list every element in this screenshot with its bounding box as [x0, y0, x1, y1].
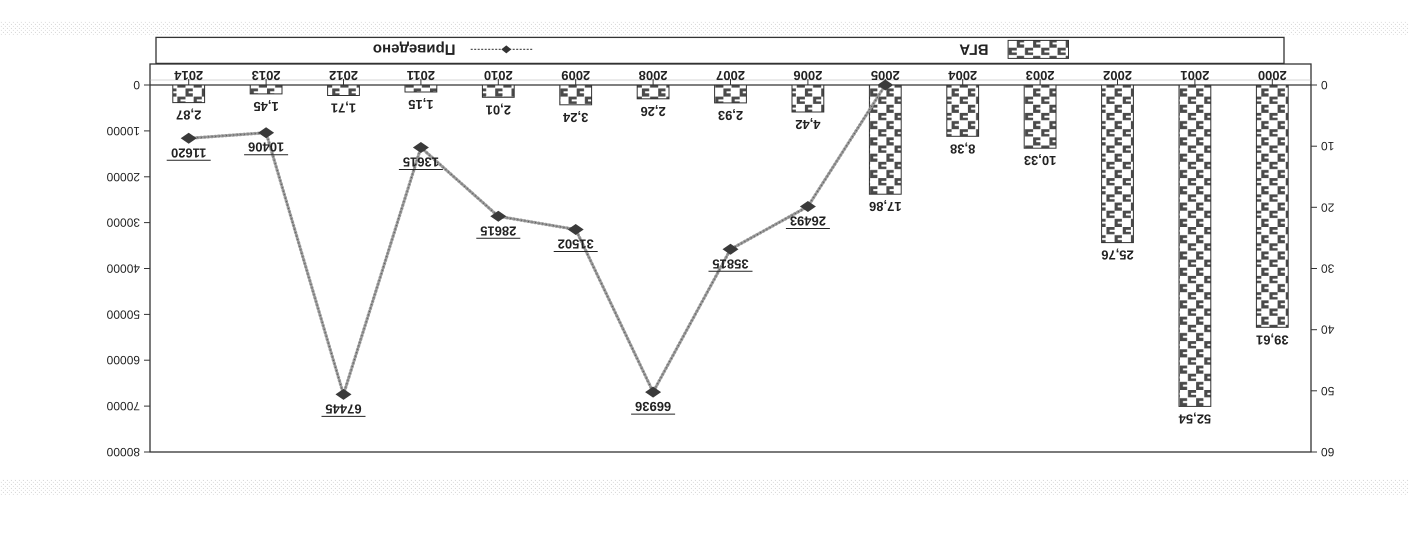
svg-text:66936: 66936	[635, 399, 671, 414]
svg-text:10000: 10000	[106, 124, 140, 138]
svg-text:2001: 2001	[1180, 68, 1209, 83]
svg-text:2,93: 2,93	[718, 108, 743, 123]
svg-text:2007: 2007	[716, 68, 745, 83]
svg-text:60000: 60000	[106, 353, 140, 367]
svg-text:2,26: 2,26	[640, 104, 665, 119]
svg-text:0: 0	[1321, 78, 1328, 92]
svg-text:20: 20	[1321, 200, 1335, 214]
svg-text:31502: 31502	[558, 237, 594, 252]
svg-text:10: 10	[1321, 139, 1335, 153]
svg-text:2009: 2009	[561, 68, 590, 83]
svg-text:2,87: 2,87	[176, 108, 201, 123]
svg-text:2000: 2000	[1258, 68, 1287, 83]
svg-text:2011: 2011	[407, 68, 435, 83]
svg-text:28615: 28615	[480, 223, 516, 238]
svg-text:2002: 2002	[1103, 68, 1132, 83]
svg-text:11620: 11620	[171, 145, 206, 160]
svg-text:ВГА: ВГА	[959, 40, 988, 57]
svg-text:50: 50	[1321, 384, 1335, 398]
svg-text:4,42: 4,42	[795, 117, 820, 132]
svg-text:2012: 2012	[329, 68, 358, 83]
svg-text:2003: 2003	[1026, 68, 1055, 83]
svg-text:52,54: 52,54	[1178, 411, 1211, 426]
svg-text:39,61: 39,61	[1256, 332, 1289, 347]
svg-text:10,33: 10,33	[1024, 153, 1057, 168]
svg-text:26493: 26493	[790, 214, 826, 229]
svg-text:40000: 40000	[106, 262, 140, 276]
svg-text:40: 40	[1321, 323, 1335, 337]
svg-text:70000: 70000	[106, 399, 140, 413]
svg-text:3,24: 3,24	[562, 110, 588, 125]
svg-text:2,01: 2,01	[486, 102, 511, 117]
svg-text:20000: 20000	[106, 170, 140, 184]
svg-text:60: 60	[1321, 445, 1335, 459]
svg-text:13615: 13615	[403, 155, 439, 170]
svg-text:0: 0	[133, 78, 140, 92]
svg-text:25,76: 25,76	[1101, 248, 1134, 263]
svg-text:80000: 80000	[106, 445, 140, 459]
svg-text:50000: 50000	[106, 307, 140, 321]
svg-text:2008: 2008	[639, 68, 668, 83]
svg-text:1,71: 1,71	[331, 101, 356, 116]
svg-text:1,45: 1,45	[253, 99, 278, 114]
svg-text:2013: 2013	[252, 68, 281, 83]
svg-text:Приведено: Приведено	[373, 40, 456, 57]
svg-text:10406: 10406	[248, 140, 284, 155]
svg-text:2010: 2010	[484, 68, 513, 83]
svg-text:35815: 35815	[712, 256, 748, 271]
svg-text:30: 30	[1321, 262, 1335, 276]
svg-text:30000: 30000	[106, 216, 140, 230]
svg-text:17,86: 17,86	[869, 199, 902, 214]
svg-text:8,38: 8,38	[950, 141, 975, 156]
svg-text:2006: 2006	[793, 68, 822, 83]
svg-text:67445: 67445	[325, 401, 361, 416]
svg-text:2014: 2014	[173, 68, 203, 83]
svg-text:1,15: 1,15	[408, 97, 433, 112]
svg-text:2004: 2004	[947, 68, 977, 83]
